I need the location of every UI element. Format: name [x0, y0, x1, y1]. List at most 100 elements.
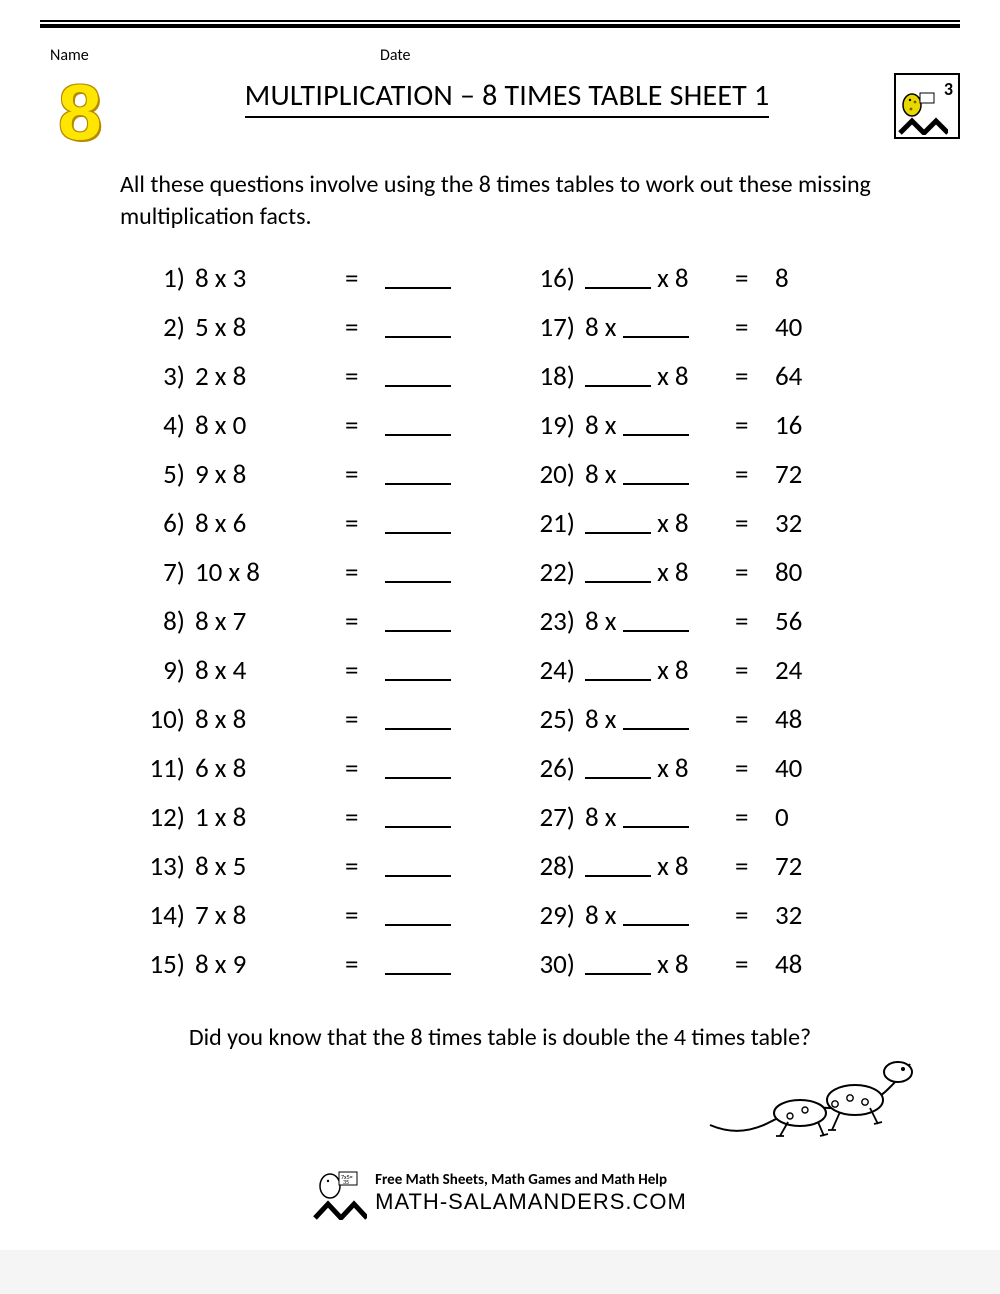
problem-row: 15)8 x 9= [145, 948, 465, 997]
answer-blank[interactable] [385, 855, 451, 877]
operand-blank[interactable] [623, 414, 689, 436]
grade-logo-box: 3 [894, 73, 960, 139]
operand-blank[interactable] [585, 561, 651, 583]
problem-number: 30) [535, 948, 585, 981]
operand-blank[interactable] [585, 855, 651, 877]
problem-row: 6)8 x 6= [145, 507, 465, 556]
operand-blank[interactable] [623, 708, 689, 730]
answer-cell [385, 605, 465, 638]
problem-expression: 5 x 8 [195, 311, 345, 344]
problem-row: 4)8 x 0= [145, 409, 465, 458]
operand-blank[interactable] [623, 463, 689, 485]
date-label: Date [380, 46, 411, 65]
equals-sign: = [345, 262, 385, 295]
equals-sign: = [735, 409, 775, 442]
answer-value: 72 [775, 458, 855, 491]
problem-row: 27)8 x =0 [535, 801, 855, 850]
big-number-badge: 8 [40, 73, 120, 151]
problem-expression: x 8 [585, 507, 735, 540]
answer-cell [385, 311, 465, 344]
equals-sign: = [735, 311, 775, 344]
answer-blank[interactable] [385, 610, 451, 632]
answer-blank[interactable] [385, 365, 451, 387]
equals-sign: = [345, 360, 385, 393]
problem-number: 11) [145, 752, 195, 785]
problem-row: 11)6 x 8= [145, 752, 465, 801]
problem-row: 21) x 8=32 [535, 507, 855, 556]
problem-expression: 8 x [585, 801, 735, 834]
equals-sign: = [345, 556, 385, 589]
problem-row: 28) x 8=72 [535, 850, 855, 899]
answer-value: 80 [775, 556, 855, 589]
header-fields: Name Date [40, 46, 960, 65]
answer-blank[interactable] [385, 953, 451, 975]
problem-expression: 2 x 8 [195, 360, 345, 393]
operand-blank[interactable] [623, 610, 689, 632]
problem-expression: 8 x 3 [195, 262, 345, 295]
equals-sign: = [345, 703, 385, 736]
equals-sign: = [735, 556, 775, 589]
answer-cell [385, 507, 465, 540]
problem-number: 1) [145, 262, 195, 295]
equals-sign: = [735, 850, 775, 883]
operand-blank[interactable] [623, 806, 689, 828]
operand-blank[interactable] [585, 757, 651, 779]
answer-blank[interactable] [385, 316, 451, 338]
problems-container: 1)8 x 3=2)5 x 8=3)2 x 8=4)8 x 0=5)9 x 8=… [40, 262, 960, 997]
answer-blank[interactable] [385, 806, 451, 828]
problem-number: 24) [535, 654, 585, 687]
operand-blank[interactable] [585, 512, 651, 534]
answer-blank[interactable] [385, 267, 451, 289]
equals-sign: = [345, 311, 385, 344]
operand-blank[interactable] [585, 659, 651, 681]
problem-row: 2)5 x 8= [145, 311, 465, 360]
answer-blank[interactable] [385, 659, 451, 681]
answer-blank[interactable] [385, 512, 451, 534]
equals-sign: = [735, 752, 775, 785]
operand-blank[interactable] [623, 904, 689, 926]
problem-number: 25) [535, 703, 585, 736]
problem-number: 16) [535, 262, 585, 295]
problem-expression: 10 x 8 [195, 556, 345, 589]
operand-blank[interactable] [585, 267, 651, 289]
problem-expression: 8 x [585, 311, 735, 344]
operand-blank[interactable] [585, 365, 651, 387]
problem-expression: 7 x 8 [195, 899, 345, 932]
equals-sign: = [345, 458, 385, 491]
problem-row: 24) x 8=24 [535, 654, 855, 703]
answer-cell [385, 458, 465, 491]
problem-number: 10) [145, 703, 195, 736]
equals-sign: = [735, 360, 775, 393]
answer-blank[interactable] [385, 561, 451, 583]
problem-number: 12) [145, 801, 195, 834]
problem-row: 8)8 x 7= [145, 605, 465, 654]
name-label: Name [50, 46, 380, 65]
answer-blank[interactable] [385, 708, 451, 730]
answer-blank[interactable] [385, 463, 451, 485]
problem-number: 21) [535, 507, 585, 540]
problem-expression: 8 x [585, 899, 735, 932]
problem-row: 7)10 x 8= [145, 556, 465, 605]
answer-cell [385, 409, 465, 442]
problem-expression: x 8 [585, 948, 735, 981]
problem-number: 18) [535, 360, 585, 393]
problem-expression: 8 x 5 [195, 850, 345, 883]
equals-sign: = [345, 899, 385, 932]
operand-blank[interactable] [623, 316, 689, 338]
problem-number: 19) [535, 409, 585, 442]
problem-row: 14)7 x 8= [145, 899, 465, 948]
equals-sign: = [735, 703, 775, 736]
footer-site: MATH-SALAMANDERS.COM [375, 1189, 687, 1215]
problem-number: 8) [145, 605, 195, 638]
equals-sign: = [345, 507, 385, 540]
problem-expression: 8 x 7 [195, 605, 345, 638]
problem-row: 12)1 x 8= [145, 801, 465, 850]
problem-row: 13)8 x 5= [145, 850, 465, 899]
answer-blank[interactable] [385, 757, 451, 779]
answer-cell [385, 899, 465, 932]
equals-sign: = [735, 801, 775, 834]
answer-blank[interactable] [385, 414, 451, 436]
answer-blank[interactable] [385, 904, 451, 926]
operand-blank[interactable] [585, 953, 651, 975]
problem-number: 5) [145, 458, 195, 491]
